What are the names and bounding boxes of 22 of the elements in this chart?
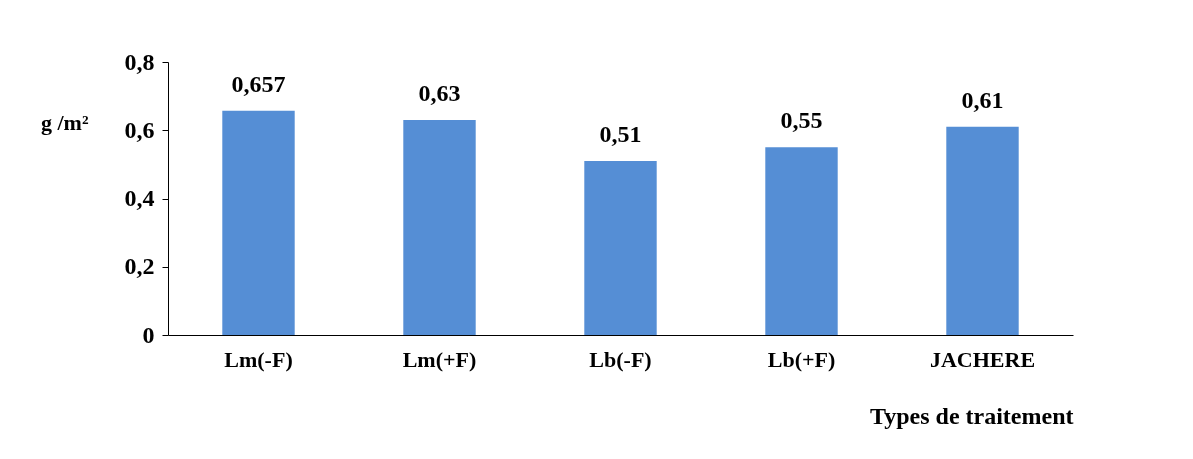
x-axis-title: Types de traitement	[869, 402, 1074, 429]
data-label: 0,55	[780, 107, 823, 134]
data-label: 0,51	[599, 120, 642, 147]
y-tick-label: 0	[142, 321, 155, 348]
x-tick-label: Lm(-F)	[224, 346, 293, 372]
bar	[946, 126, 1019, 335]
bar	[403, 120, 476, 335]
x-tick-label: Lb(-F)	[589, 346, 652, 372]
x-tick-label: Lm(+F)	[402, 346, 477, 372]
x-tick-label: Lb(+F)	[767, 346, 836, 372]
data-label: 0,61	[961, 86, 1004, 113]
y-tick-label: 0,4	[124, 185, 155, 211]
bar	[765, 147, 838, 335]
y-axis-title: g /m²	[40, 109, 89, 135]
x-tick-label: JACHERE	[929, 346, 1036, 372]
data-label: 0,63	[418, 80, 461, 107]
y-tick-label: 0,6	[124, 116, 155, 143]
bar	[584, 160, 657, 335]
data-label: 0,657	[231, 70, 286, 97]
y-tick-label: 0,2	[124, 253, 155, 280]
bar	[222, 110, 295, 335]
y-tick-label: 0,8	[124, 48, 155, 75]
